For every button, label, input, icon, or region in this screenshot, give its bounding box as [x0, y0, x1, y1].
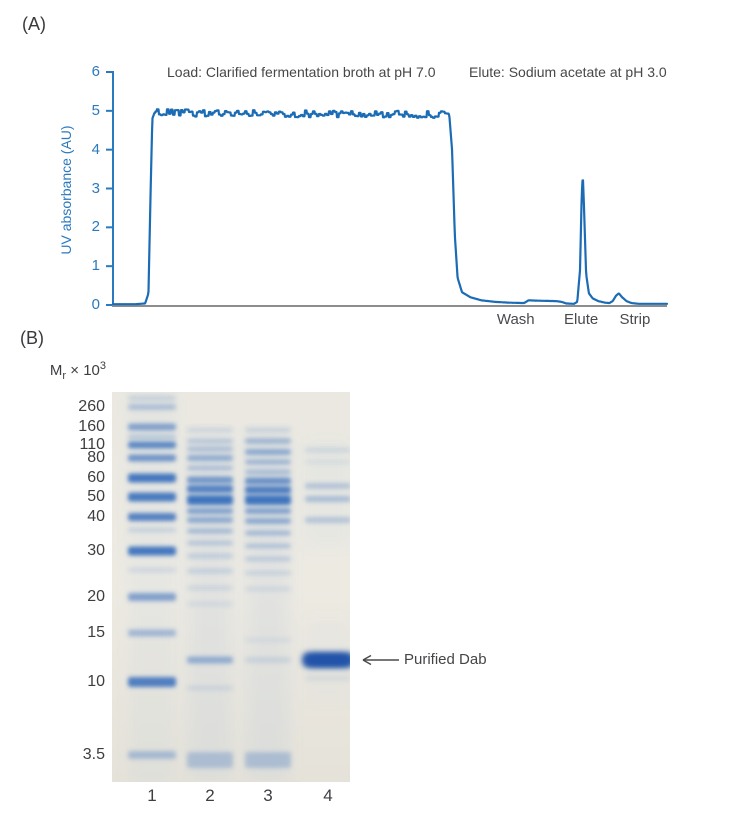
gel-band — [187, 485, 233, 493]
gel-band — [245, 638, 291, 642]
gel-band — [245, 459, 291, 465]
gel-band — [245, 438, 291, 444]
gel-band — [305, 460, 350, 464]
gel-band — [128, 546, 176, 556]
gel-band — [305, 483, 350, 489]
phase-label-strip: Strip — [619, 311, 651, 328]
gel-band — [128, 423, 176, 431]
gel-band — [245, 752, 291, 768]
gel-band — [245, 427, 291, 433]
y-tick-label: 6 — [91, 63, 100, 80]
gel-band — [245, 657, 291, 663]
gel-band — [128, 441, 176, 449]
purified-dab-label: Purified Dab — [404, 651, 487, 668]
elute-annotation: Elute: Sodium acetate at pH 3.0 — [469, 64, 667, 80]
gel-band — [128, 492, 176, 502]
gel-band — [245, 571, 291, 575]
gel-band — [305, 675, 350, 681]
gel-band — [128, 434, 176, 440]
gel-band — [187, 586, 233, 590]
gel-band — [187, 686, 233, 690]
gel-band — [128, 404, 176, 410]
marker-label-3.5: 3.5 — [82, 746, 105, 763]
gel-band — [305, 496, 350, 502]
gel-band — [187, 476, 233, 484]
gel-band — [305, 517, 350, 523]
gel-band — [245, 495, 291, 505]
gel-band — [245, 477, 291, 485]
gel-band — [128, 473, 176, 483]
phase-label-wash: Wash — [496, 311, 535, 328]
gel-band — [245, 587, 291, 591]
gel-band — [187, 752, 233, 768]
lane-number-2: 2 — [205, 786, 215, 805]
marker-label-60: 60 — [87, 469, 105, 486]
mr-label: Mr × 103 — [49, 360, 106, 382]
gel-band — [245, 469, 291, 475]
y-tick-label: 1 — [91, 257, 100, 275]
uv-absorbance-curve — [111, 108, 669, 306]
gel-band — [187, 568, 233, 574]
gel-band — [128, 568, 176, 572]
gel-band — [187, 602, 233, 606]
gel-band — [187, 438, 233, 444]
load-annotation: Load: Clarified fermentation broth at pH… — [167, 64, 436, 80]
marker-label-260: 260 — [78, 398, 105, 415]
panel-a-label: (A) — [22, 14, 46, 34]
marker-label-10: 10 — [87, 673, 105, 690]
gel-band — [245, 449, 291, 455]
marker-label-30: 30 — [87, 542, 105, 559]
gel-band — [128, 677, 176, 687]
gel-band — [305, 447, 350, 453]
gel-band — [128, 395, 176, 401]
gel-band — [128, 454, 176, 462]
gel-band — [128, 629, 176, 637]
marker-label-80: 80 — [87, 449, 105, 466]
gel-band — [187, 495, 233, 505]
panel-b-label: (B) — [20, 328, 44, 348]
gel-band — [245, 486, 291, 494]
y-tick-label: 2 — [91, 218, 100, 236]
phase-label-elute: Elute — [564, 311, 599, 328]
gel-band — [128, 593, 176, 601]
gel-band — [187, 508, 233, 514]
y-tick-label: 3 — [91, 179, 100, 197]
lane-number-4: 4 — [323, 786, 333, 805]
chromatogram-chart — [106, 71, 669, 307]
sds-page-gel-image — [112, 392, 350, 782]
gel-band — [187, 517, 233, 523]
gel-band — [187, 553, 233, 559]
gel-band — [245, 518, 291, 524]
gel-band — [187, 528, 233, 534]
gel-band — [187, 446, 233, 452]
y-tick-label: 4 — [91, 140, 100, 158]
gel-band — [187, 656, 233, 664]
left-arrow-icon — [362, 654, 399, 666]
marker-label-50: 50 — [87, 488, 105, 505]
gel-band — [245, 508, 291, 514]
gel-band — [128, 528, 176, 532]
marker-label-40: 40 — [87, 508, 105, 525]
marker-label-15: 15 — [87, 624, 105, 641]
gel-band — [187, 427, 233, 433]
gel-band — [245, 556, 291, 562]
lane-number-1: 1 — [147, 786, 157, 805]
gel-band — [187, 455, 233, 461]
marker-label-20: 20 — [87, 588, 105, 605]
marker-label-110: 110 — [79, 436, 105, 453]
gel-band — [245, 530, 291, 536]
gel-band — [128, 751, 176, 759]
gel-band — [187, 465, 233, 471]
gel-band — [245, 543, 291, 549]
lane-number-3: 3 — [263, 786, 273, 805]
y-tick-label: 0 — [91, 296, 100, 313]
y-tick-label: 5 — [91, 101, 100, 119]
marker-label-160: 160 — [78, 418, 105, 435]
gel-band — [187, 540, 233, 546]
gel-band — [128, 513, 176, 521]
